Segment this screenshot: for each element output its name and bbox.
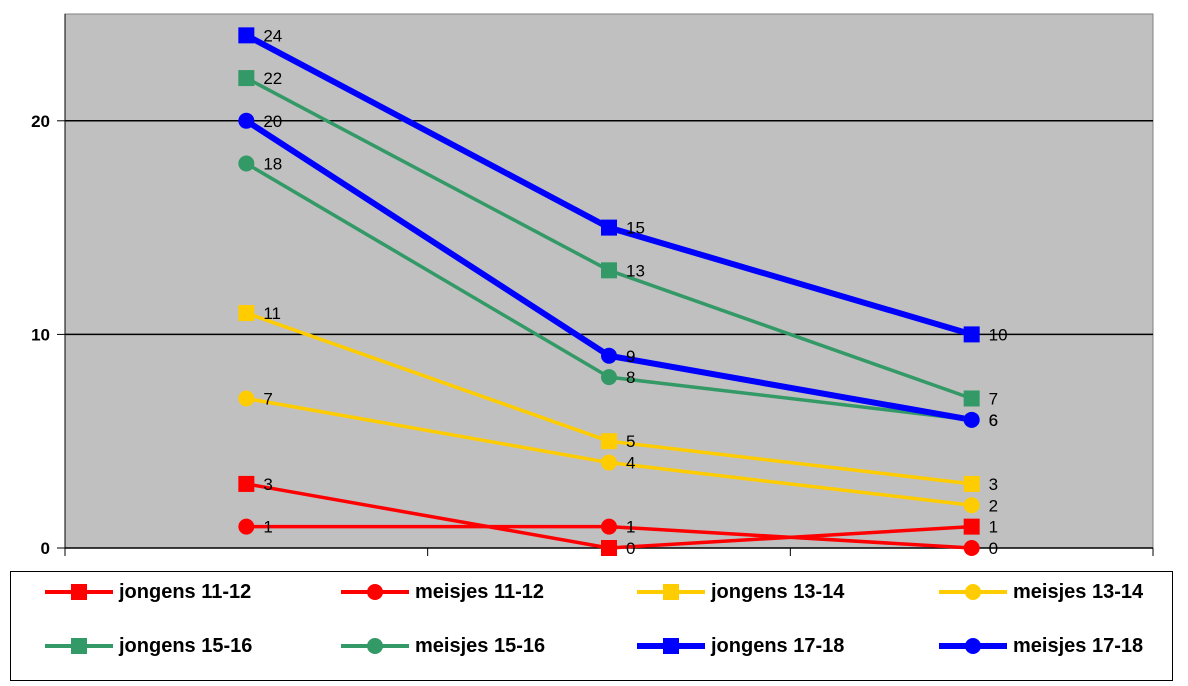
data-label: 6 xyxy=(989,411,998,430)
marker-square xyxy=(238,305,255,322)
legend-label: jongens 15-16 xyxy=(119,634,253,657)
data-label: 10 xyxy=(989,325,1008,344)
marker-square xyxy=(963,518,980,535)
data-label: 1 xyxy=(989,518,998,537)
marker-circle xyxy=(238,155,255,172)
data-label: 18 xyxy=(263,155,282,174)
legend-label: meisjes 13-14 xyxy=(1013,580,1144,603)
data-label: 22 xyxy=(263,69,282,88)
marker-circle xyxy=(963,411,980,428)
legend-swatch xyxy=(637,638,705,654)
legend-marker-circle xyxy=(965,638,981,654)
data-label: 0 xyxy=(989,539,998,558)
data-label: 1 xyxy=(626,518,635,537)
marker-square xyxy=(601,262,617,279)
y-tick-label: 20 xyxy=(31,112,50,131)
data-label: 1 xyxy=(263,518,272,537)
legend-item: meisjes 11-12 xyxy=(341,575,544,609)
legend-label: meisjes 17-18 xyxy=(1013,634,1144,657)
data-label: 2 xyxy=(989,496,998,515)
legend-swatch xyxy=(341,584,409,600)
marker-circle xyxy=(601,347,617,364)
legend-label: jongens 11-12 xyxy=(119,580,252,603)
marker-circle xyxy=(238,112,255,129)
legend-swatch xyxy=(45,584,113,600)
marker-circle xyxy=(963,540,980,556)
y-tick-label: 0 xyxy=(41,539,50,558)
data-label: 8 xyxy=(626,368,635,387)
legend-swatch xyxy=(45,638,113,654)
legend-item: jongens 13-14 xyxy=(637,575,844,609)
legend-label: meisjes 15-16 xyxy=(415,634,546,657)
legend-marker-square xyxy=(663,638,679,654)
data-label: 24 xyxy=(263,26,282,45)
marker-square xyxy=(963,475,980,492)
legend-swatch xyxy=(341,638,409,654)
legend-item: meisjes 15-16 xyxy=(341,629,545,663)
data-label: 20 xyxy=(263,112,282,131)
legend-marker-square xyxy=(663,584,679,600)
marker-square xyxy=(238,475,255,492)
legend-marker-circle xyxy=(367,638,383,654)
legend-item: meisjes 13-14 xyxy=(939,575,1143,609)
legend-marker-square xyxy=(71,638,87,654)
data-label: 13 xyxy=(626,261,645,280)
series-markers xyxy=(238,27,980,556)
marker-square xyxy=(601,433,617,450)
data-label: 15 xyxy=(626,219,645,238)
legend-marker-circle xyxy=(965,584,981,600)
marker-circle xyxy=(601,454,617,471)
data-label: 5 xyxy=(626,432,635,451)
marker-circle xyxy=(238,518,255,535)
legend: jongens 11-12 meisjes 11-12 jongens 13-14 m… xyxy=(10,571,1173,681)
legend-item: jongens 11-12 xyxy=(45,575,251,609)
legend-item: jongens 15-16 xyxy=(45,629,252,663)
data-label: 3 xyxy=(989,475,998,494)
y-tick-label: 10 xyxy=(31,325,50,344)
marker-square xyxy=(238,27,255,44)
marker-circle xyxy=(963,497,980,514)
legend-item: meisjes 17-18 xyxy=(939,629,1143,663)
marker-square xyxy=(601,219,617,236)
marker-circle xyxy=(601,518,617,535)
data-label: 7 xyxy=(263,389,272,408)
marker-circle xyxy=(601,369,617,386)
marker-circle xyxy=(238,390,255,407)
legend-swatch xyxy=(939,584,1007,600)
data-label: 0 xyxy=(626,539,635,558)
legend-swatch xyxy=(637,584,705,600)
marker-square xyxy=(238,70,255,87)
data-label: 11 xyxy=(263,304,281,323)
legend-label: meisjes 11-12 xyxy=(415,580,544,603)
data-label: 3 xyxy=(263,475,272,494)
legend-swatch xyxy=(939,638,1007,654)
legend-marker-circle xyxy=(367,584,383,600)
data-label: 6 xyxy=(989,411,998,430)
data-label: 9 xyxy=(626,347,635,366)
legend-label: jongens 13-14 xyxy=(711,580,845,603)
legend-item: jongens 17-18 xyxy=(637,629,844,663)
legend-label: jongens 17-18 xyxy=(711,634,845,657)
data-label: 4 xyxy=(626,454,635,473)
marker-square xyxy=(601,540,617,556)
legend-marker-square xyxy=(71,584,87,600)
marker-square xyxy=(963,326,980,343)
data-label: 7 xyxy=(989,389,998,408)
marker-square xyxy=(963,390,980,407)
